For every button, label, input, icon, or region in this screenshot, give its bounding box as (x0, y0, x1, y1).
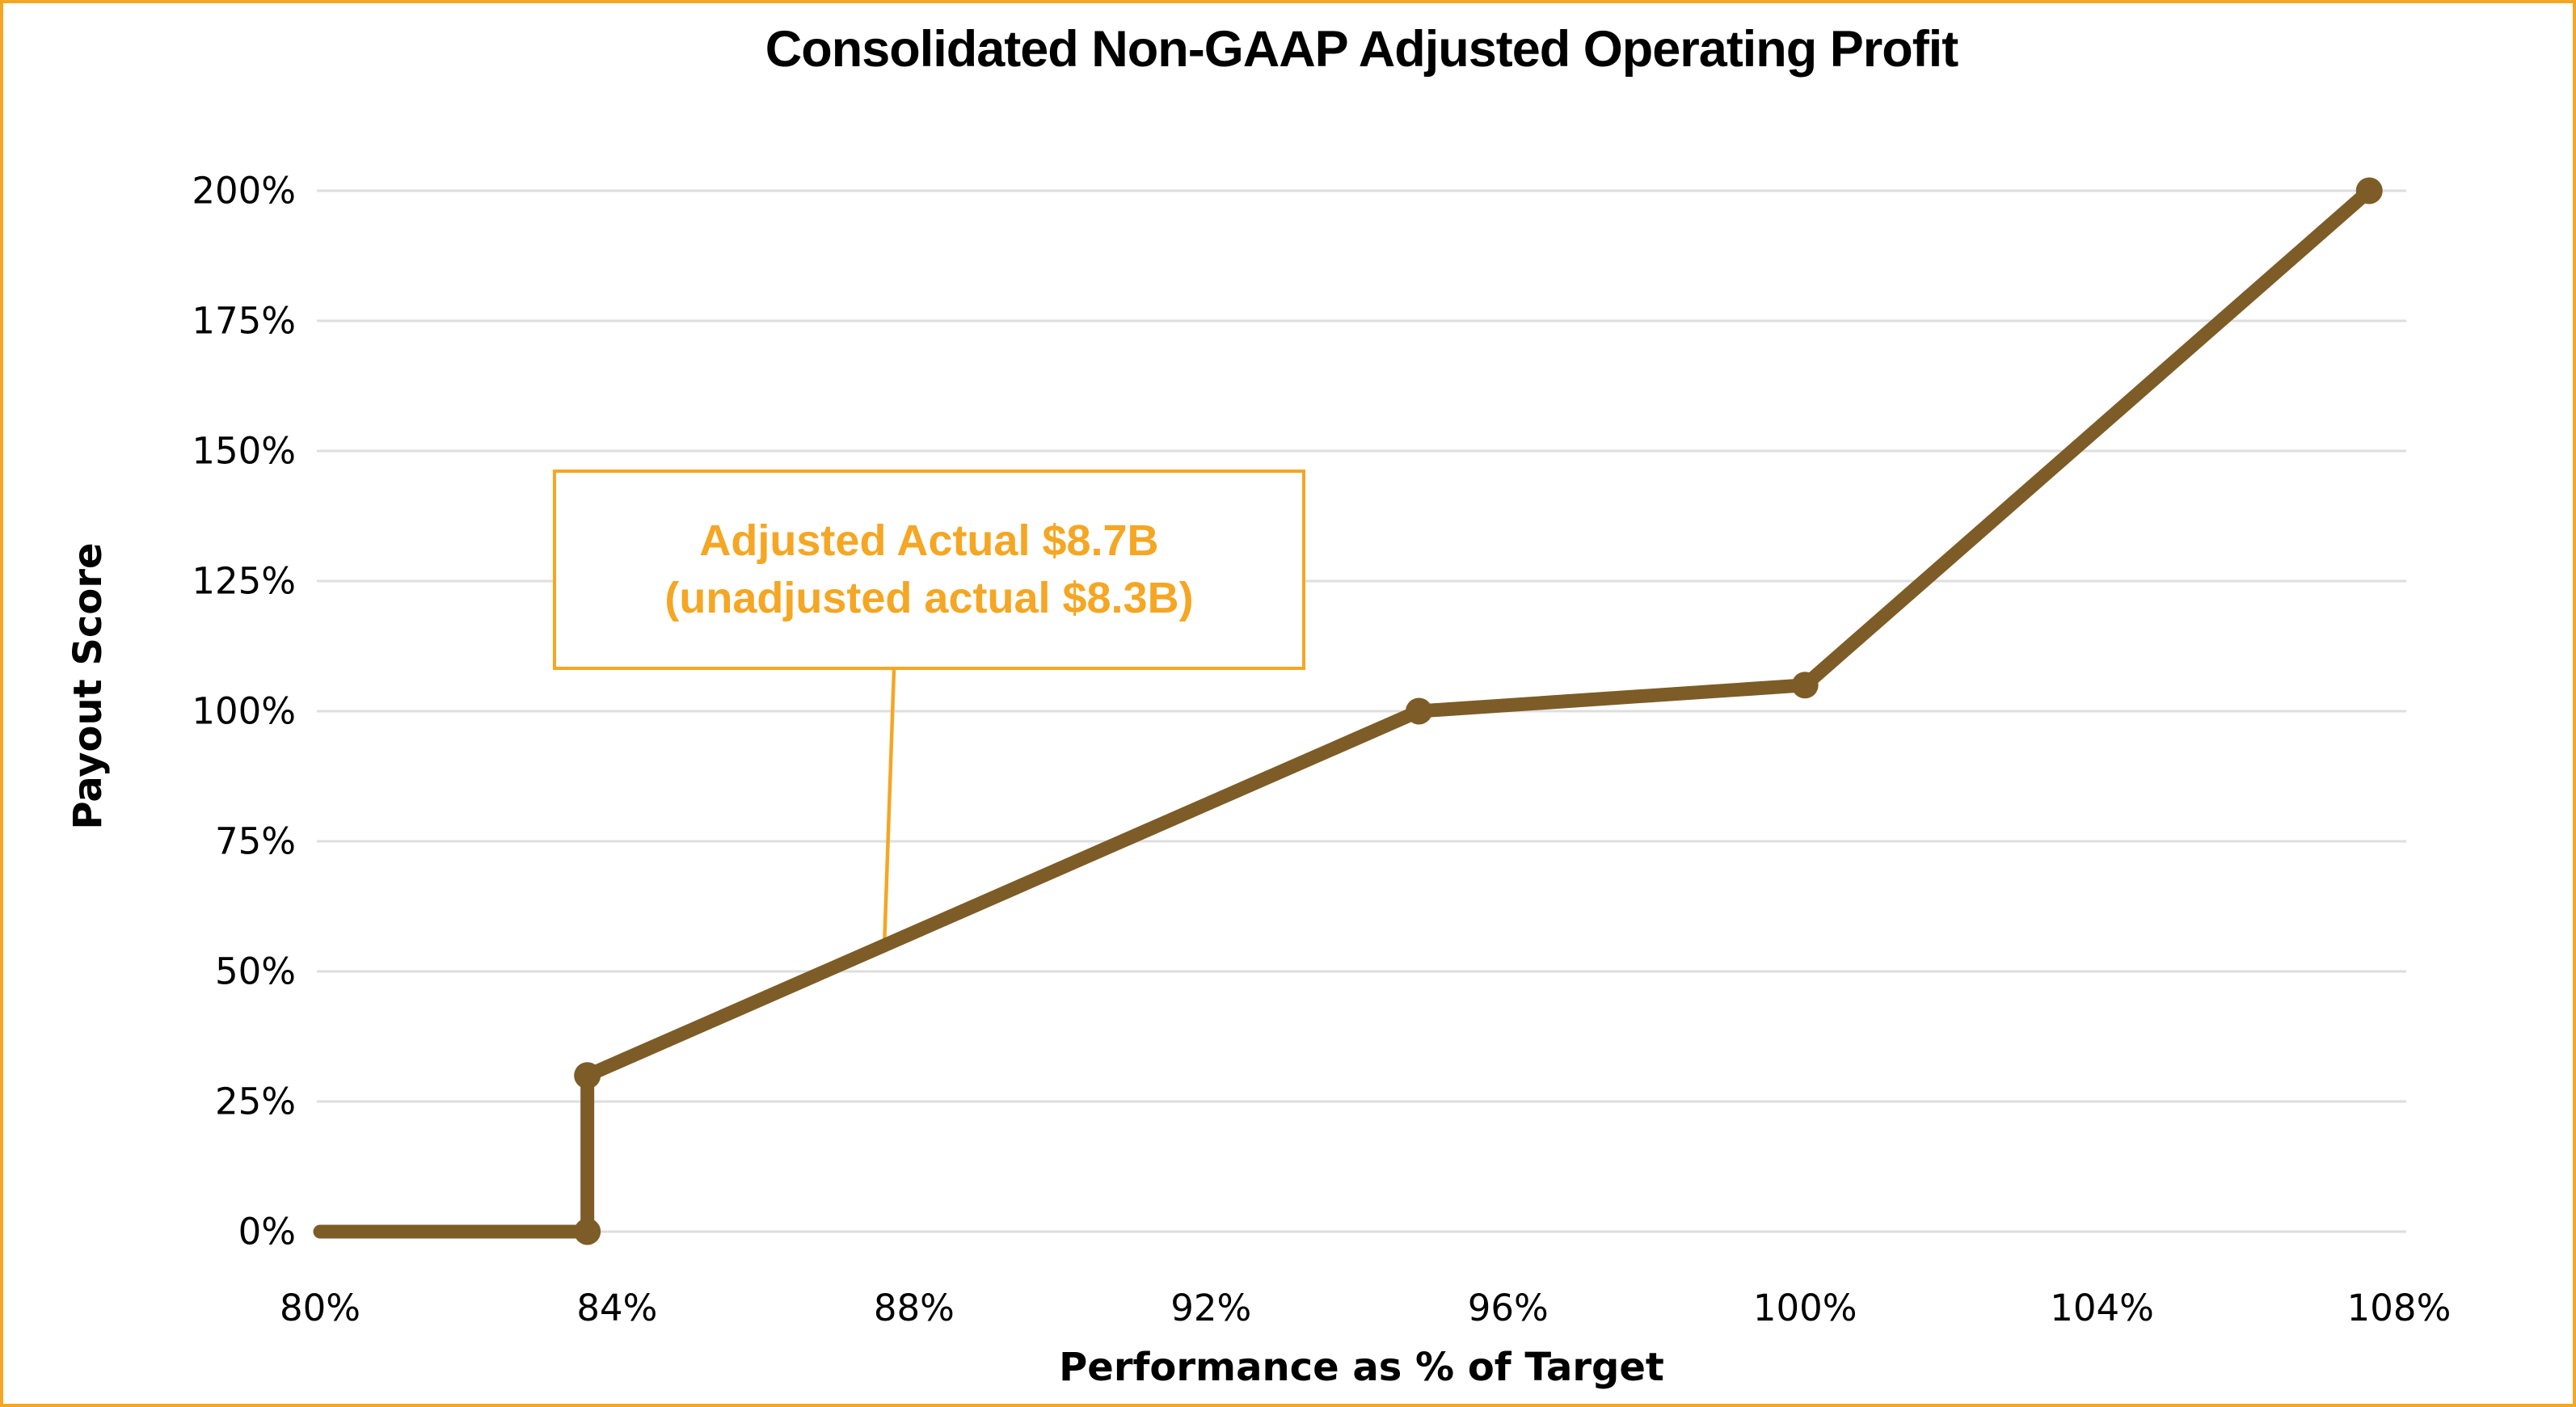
chart-title: Consolidated Non-GAAP Adjusted Operating… (765, 21, 1959, 78)
annotation-line-2: (unadjusted actual $8.3B) (664, 574, 1194, 622)
annotation-line-1: Adjusted Actual $8.7B (699, 516, 1159, 565)
y-tick-label: 200% (192, 169, 296, 213)
x-tick-label: 96% (1467, 1287, 1549, 1329)
x-tick-label: 88% (873, 1287, 955, 1329)
payout-curve-line (313, 183, 2376, 1239)
data-point-marker (2355, 177, 2383, 204)
x-tick-label: 108% (2346, 1287, 2452, 1329)
y-tick-label: 75% (214, 819, 296, 863)
x-tick-label: 84% (576, 1287, 658, 1329)
y-tick-label: 0% (238, 1210, 296, 1253)
x-tick-label: 104% (2050, 1287, 2154, 1329)
plot-area (313, 177, 2406, 1245)
data-point-marker (1791, 672, 1819, 699)
x-tick-label: 80% (279, 1287, 361, 1329)
annotation-leader-line (882, 669, 896, 946)
data-point-marker (574, 1062, 601, 1089)
data-point-marker (1405, 697, 1432, 725)
x-tick-label: 92% (1170, 1287, 1252, 1329)
annotation-callout: Adjusted Actual $8.7B (unadjusted actual… (553, 470, 1305, 670)
y-tick-label: 25% (214, 1080, 296, 1123)
y-tick-label: 150% (192, 429, 296, 473)
y-tick-label: 50% (214, 950, 296, 993)
y-tick-label: 100% (192, 689, 296, 733)
y-tick-label: 175% (192, 299, 296, 343)
x-tick-label: 100% (1752, 1287, 1857, 1329)
data-point-marker (574, 1218, 601, 1245)
x-axis-title: Performance as % of Target (1059, 1345, 1664, 1390)
y-tick-label: 125% (192, 559, 296, 603)
